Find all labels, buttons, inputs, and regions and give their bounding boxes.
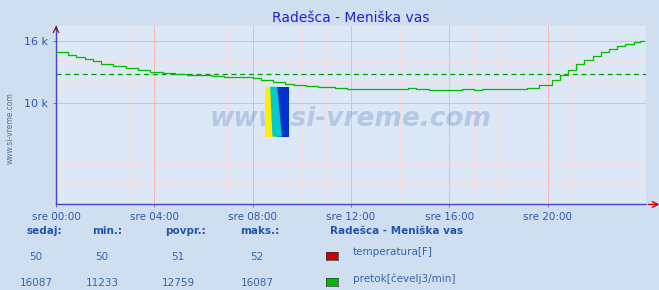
Title: Radešca - Meniška vas: Radešca - Meniška vas	[272, 11, 430, 25]
Text: 11233: 11233	[86, 278, 119, 288]
Text: 51: 51	[171, 252, 185, 262]
Text: min.:: min.:	[92, 226, 123, 236]
Text: maks.:: maks.:	[241, 226, 280, 236]
Text: 50: 50	[96, 252, 109, 262]
Text: 12759: 12759	[161, 278, 194, 288]
Text: 16087: 16087	[241, 278, 273, 288]
Text: 52: 52	[250, 252, 264, 262]
FancyBboxPatch shape	[266, 87, 277, 137]
Text: www.si-vreme.com: www.si-vreme.com	[210, 106, 492, 132]
Text: 16087: 16087	[20, 278, 53, 288]
Polygon shape	[270, 87, 282, 137]
Text: temperatura[F]: temperatura[F]	[353, 247, 432, 257]
Text: pretok[čevelj3/min]: pretok[čevelj3/min]	[353, 273, 455, 284]
Text: 50: 50	[30, 252, 43, 262]
Text: Radešca - Meniška vas: Radešca - Meniška vas	[330, 226, 463, 236]
Text: sedaj:: sedaj:	[26, 226, 62, 236]
FancyBboxPatch shape	[277, 87, 289, 137]
Text: povpr.:: povpr.:	[165, 226, 206, 236]
Text: www.si-vreme.com: www.si-vreme.com	[5, 92, 14, 164]
